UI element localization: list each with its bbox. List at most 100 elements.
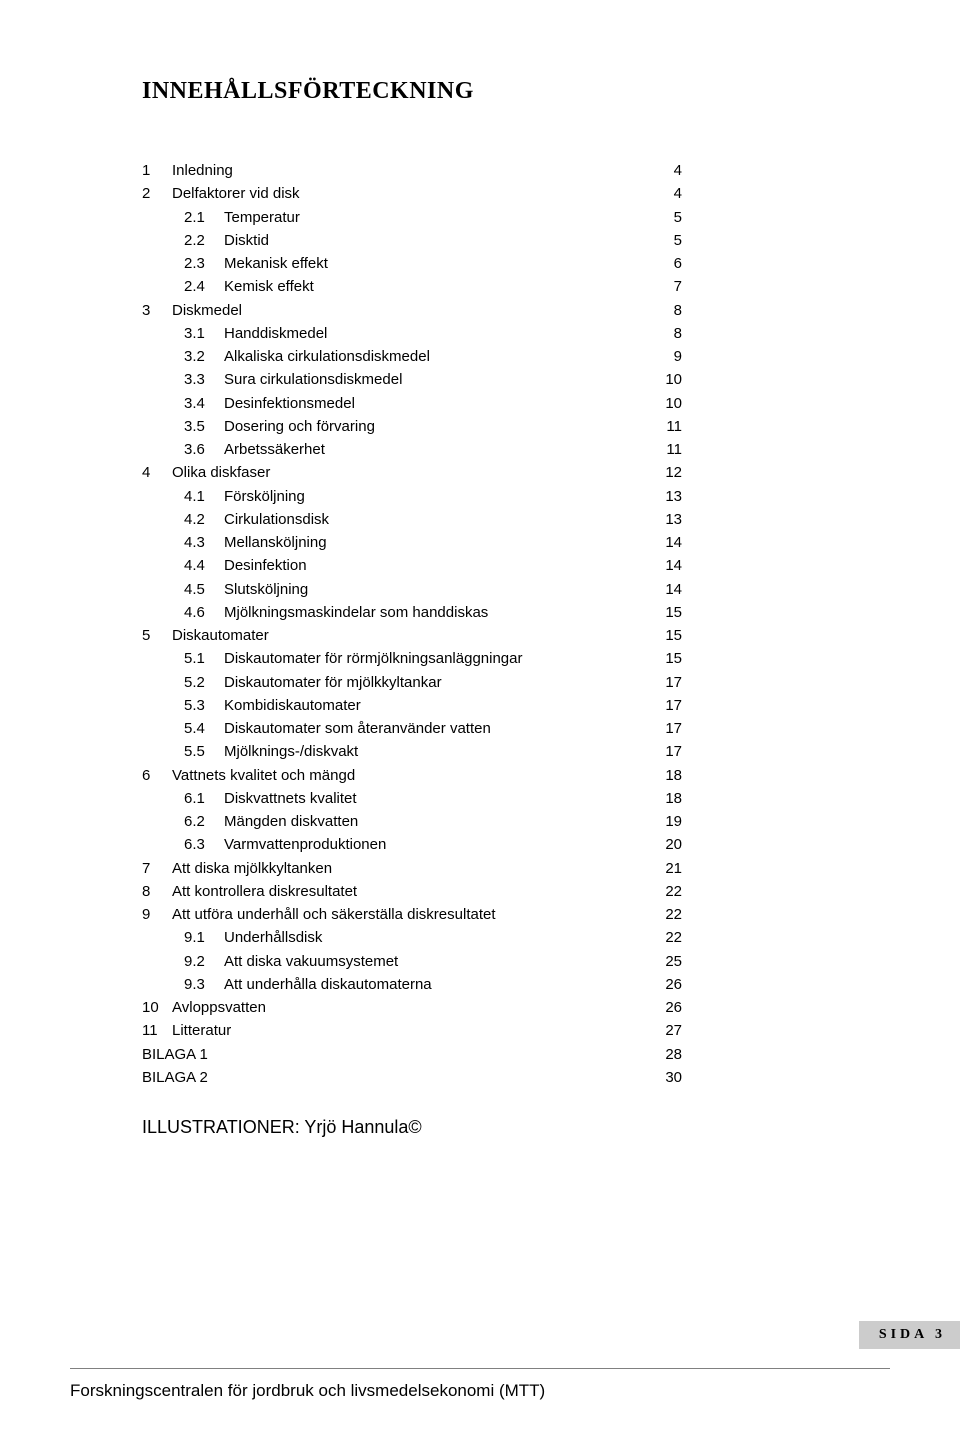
toc-row: 5Diskautomater15 — [142, 624, 682, 647]
toc-row: 4.2Cirkulationsdisk13 — [142, 508, 682, 531]
toc-label: 9.1Underhållsdisk — [142, 926, 642, 949]
toc-text: Desinfektion — [224, 557, 307, 574]
toc-label: 10Avloppsvatten — [142, 996, 642, 1019]
toc-text: Diskautomater för mjölkkyltankar — [224, 674, 442, 691]
toc-page-number: 7 — [642, 275, 682, 298]
toc-label: 9.2Att diska vakuumsystemet — [142, 950, 642, 973]
toc-label: 5.2Diskautomater för mjölkkyltankar — [142, 671, 642, 694]
toc-text: Sura cirkulationsdiskmedel — [224, 371, 402, 388]
toc-label: BILAGA 1 — [142, 1043, 642, 1066]
toc-row: 6Vattnets kvalitet och mängd18 — [142, 764, 682, 787]
toc-label: 6.2Mängden diskvatten — [142, 810, 642, 833]
toc-page-number: 28 — [642, 1043, 682, 1066]
toc-number: 4.2 — [184, 508, 224, 531]
toc-page-number: 25 — [642, 950, 682, 973]
toc-label: 11Litteratur — [142, 1019, 642, 1042]
toc-text: Underhållsdisk — [224, 929, 322, 946]
toc-number: 4.3 — [184, 531, 224, 554]
toc-row: 2.2Disktid 5 — [142, 229, 682, 252]
toc-page-number: 18 — [642, 764, 682, 787]
toc-text: Mjölknings-/diskvakt — [224, 743, 358, 760]
toc-label: 3.5Dosering och förvaring — [142, 415, 642, 438]
toc-text: Mjölkningsmaskindelar som handdiskas — [224, 604, 488, 621]
toc-label: 3.2Alkaliska cirkulationsdiskmedel — [142, 345, 642, 368]
toc-number: 3.4 — [184, 392, 224, 415]
toc-page-number: 19 — [642, 810, 682, 833]
toc-page-number: 27 — [642, 1019, 682, 1042]
toc-row: 5.1Diskautomater för rörmjölkningsanlägg… — [142, 647, 682, 670]
toc-number: 5.5 — [184, 740, 224, 763]
toc-row: 5.3Kombidiskautomater 17 — [142, 694, 682, 717]
toc-text: Kemisk effekt — [224, 278, 314, 295]
toc-page-number: 17 — [642, 717, 682, 740]
toc-number: 6.1 — [184, 787, 224, 810]
toc-page-number: 6 — [642, 252, 682, 275]
toc-row: 3.1Handdiskmedel8 — [142, 322, 682, 345]
toc-page-number: 15 — [642, 601, 682, 624]
toc-number: 2.2 — [184, 229, 224, 252]
toc-row: 5.2Diskautomater för mjölkkyltankar17 — [142, 671, 682, 694]
toc-number: 2.4 — [184, 275, 224, 298]
toc-label: 2.1Temperatur — [142, 206, 642, 229]
toc-page-number: 12 — [642, 461, 682, 484]
toc-row: 4.4Desinfektion14 — [142, 554, 682, 577]
toc-label: 5.5Mjölknings-/diskvakt — [142, 740, 642, 763]
toc-page-number: 4 — [642, 182, 682, 205]
toc-page-number: 17 — [642, 740, 682, 763]
toc-number: 3 — [142, 299, 172, 322]
toc-row: 3.4Desinfektionsmedel10 — [142, 392, 682, 415]
toc-number: 11 — [142, 1019, 172, 1042]
toc-page-number: 26 — [642, 996, 682, 1019]
toc-text: Att diska vakuumsystemet — [224, 953, 398, 970]
toc-page-number: 9 — [642, 345, 682, 368]
toc-page-number: 13 — [642, 485, 682, 508]
toc-text: Delfaktorer vid disk — [172, 185, 300, 202]
toc-text: Olika diskfaser — [172, 464, 270, 481]
toc-text: Avloppsvatten — [172, 999, 266, 1016]
toc-page-number: 14 — [642, 531, 682, 554]
toc-row: 4.6Mjölkningsmaskindelar som handdiskas 1… — [142, 601, 682, 624]
toc-number: 2.1 — [184, 206, 224, 229]
toc-label: 4.4Desinfektion — [142, 554, 642, 577]
toc-row: 11Litteratur27 — [142, 1019, 682, 1042]
toc-page-number: 11 — [642, 415, 682, 438]
toc-label: 3.6Arbetssäkerhet — [142, 438, 642, 461]
toc-number: 4.1 — [184, 485, 224, 508]
toc-number: 2.3 — [184, 252, 224, 275]
toc-row: 2.4Kemisk effekt7 — [142, 275, 682, 298]
toc-page-number: 10 — [642, 392, 682, 415]
toc-text: Arbetssäkerhet — [224, 441, 325, 458]
toc-row: 5.4Diskautomater som återanvänder vatten… — [142, 717, 682, 740]
toc-page-number: 11 — [642, 438, 682, 461]
toc-page-number: 5 — [642, 229, 682, 252]
toc-number: 4.6 — [184, 601, 224, 624]
toc-text: Mekanisk effekt — [224, 255, 328, 272]
toc-label: 5Diskautomater — [142, 624, 642, 647]
toc-number: 5.3 — [184, 694, 224, 717]
toc-number: 3.5 — [184, 415, 224, 438]
toc-text: Kombidiskautomater — [224, 697, 361, 714]
toc-page-number: 17 — [642, 694, 682, 717]
toc-row: 10Avloppsvatten26 — [142, 996, 682, 1019]
toc-number: 3.6 — [184, 438, 224, 461]
toc-number: 4 — [142, 461, 172, 484]
toc-label: 2.4Kemisk effekt — [142, 275, 642, 298]
toc-row: 4.1Försköljning13 — [142, 485, 682, 508]
toc-page-number: 8 — [642, 322, 682, 345]
toc-row: 3.6Arbetssäkerhet11 — [142, 438, 682, 461]
toc-row: 4.3Mellansköljning14 — [142, 531, 682, 554]
toc-number: 7 — [142, 857, 172, 880]
toc-row: 7Att diska mjölkkyltanken21 — [142, 857, 682, 880]
toc-label: 3Diskmedel — [142, 299, 642, 322]
toc-text: BILAGA 1 — [142, 1046, 208, 1063]
toc-number: 3.1 — [184, 322, 224, 345]
toc-text: Disktid — [224, 232, 269, 249]
toc-number: 9.1 — [184, 926, 224, 949]
footer-divider — [70, 1368, 890, 1369]
toc-label: 4.5Slutsköljning — [142, 578, 642, 601]
toc-row: 1Inledning4 — [142, 159, 682, 182]
toc-text: Att diska mjölkkyltanken — [172, 860, 332, 877]
toc-text: Cirkulationsdisk — [224, 511, 329, 528]
toc-text: Temperatur — [224, 209, 300, 226]
toc-label: 4.2Cirkulationsdisk — [142, 508, 642, 531]
